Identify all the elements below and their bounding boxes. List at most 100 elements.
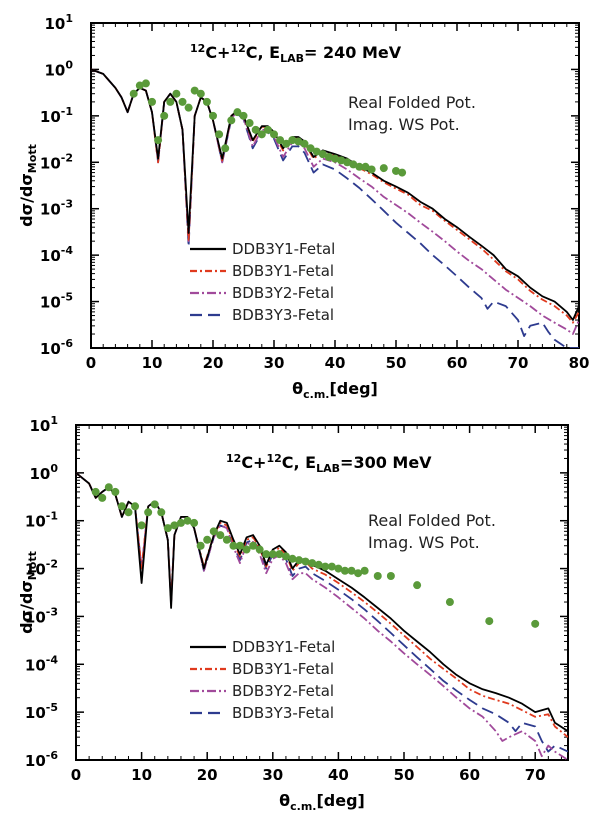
- y-tick-label: 100: [29, 462, 58, 483]
- series-line-ddb3y1-fetal: [91, 68, 579, 321]
- x-tick-label: 0: [71, 766, 81, 784]
- y-tick-base: 10: [25, 561, 46, 579]
- x-tick-label: 60: [459, 766, 480, 784]
- data-point: [340, 566, 349, 575]
- data-point: [249, 541, 258, 550]
- data-point: [255, 545, 264, 554]
- y-tick-exp: -4: [61, 244, 74, 257]
- potential-annotation: Imag. WS Pot.: [348, 115, 460, 134]
- data-point: [343, 158, 352, 167]
- y-tick-base: 10: [40, 294, 61, 312]
- data-point: [98, 493, 107, 502]
- y-tick-exp: -2: [46, 558, 58, 571]
- data-point: [170, 521, 179, 530]
- data-point: [104, 483, 113, 492]
- x-tick-label: 10: [142, 354, 163, 372]
- y-tick-base: 10: [29, 417, 50, 435]
- data-point: [172, 89, 181, 98]
- x-label-unit: [deg]: [329, 379, 377, 398]
- y-tick-exp: 1: [65, 12, 73, 25]
- y-tick-label: 10-6: [25, 749, 58, 770]
- y-label-sub: Mott: [26, 551, 39, 580]
- data-point: [257, 130, 266, 139]
- y-tick-label: 10-1: [25, 510, 58, 531]
- data-point: [373, 571, 382, 580]
- y-tick-label: 10-5: [25, 701, 58, 722]
- x-label-sub: c.m.: [303, 388, 329, 401]
- title-subscript: LAB: [316, 462, 340, 475]
- data-point: [327, 562, 336, 571]
- title-mass-number: 12: [190, 42, 205, 55]
- data-point: [184, 103, 193, 112]
- data-point: [154, 136, 163, 145]
- y-tick-label: 101: [29, 414, 58, 435]
- x-tick-label: 50: [386, 354, 407, 372]
- series-line-bdb3y2-fetal: [76, 472, 568, 760]
- data-point: [349, 160, 358, 169]
- data-point: [324, 152, 333, 161]
- y-tick-base: 10: [29, 465, 50, 483]
- data-point: [354, 569, 363, 578]
- data-point: [288, 136, 297, 145]
- x-tick-label: 20: [203, 354, 224, 372]
- data-point: [379, 164, 388, 173]
- y-tick-exp: 0: [65, 58, 73, 71]
- y-tick-base: 10: [44, 15, 65, 33]
- data-point: [306, 144, 315, 153]
- y-tick-base: 10: [40, 154, 61, 172]
- data-point: [233, 108, 242, 117]
- data-point: [178, 97, 187, 106]
- y-tick-exp: -1: [61, 105, 73, 118]
- y-tick-base: 10: [40, 108, 61, 126]
- data-point: [129, 89, 138, 98]
- y-tick-base: 10: [25, 704, 46, 722]
- plot-frame: [75, 424, 569, 761]
- data-point: [531, 619, 540, 628]
- data-point: [137, 521, 146, 530]
- legend-label: BDB3Y2-Fetal: [232, 682, 334, 700]
- data-point: [334, 564, 343, 573]
- data-point: [135, 81, 144, 90]
- potential-annotation: Imag. WS Pot.: [368, 533, 480, 552]
- y-tick-label: 10-3: [25, 605, 58, 626]
- legend-label: BDB3Y3-Fetal: [232, 306, 334, 324]
- data-point: [318, 150, 327, 159]
- y-tick-base: 10: [44, 61, 65, 79]
- y-tick-base: 10: [40, 340, 61, 358]
- data-point: [242, 545, 251, 554]
- x-tick-label: 30: [262, 766, 283, 784]
- data-point: [245, 119, 254, 128]
- x-tick-label: 10: [131, 766, 152, 784]
- y-tick-base: 10: [40, 201, 61, 219]
- legend-label: DDB3Y1-Fetal: [232, 240, 335, 258]
- y-tick-exp: 0: [50, 462, 58, 475]
- data-point: [190, 518, 199, 527]
- title-subscript: LAB: [280, 52, 304, 65]
- legend-label: BDB3Y1-Fetal: [232, 262, 334, 280]
- legend-label: BDB3Y2-Fetal: [232, 284, 334, 302]
- data-point: [485, 617, 494, 626]
- title-energy: = 240 MeV: [304, 43, 402, 62]
- x-tick-label: 40: [328, 766, 349, 784]
- title-part: C+: [241, 453, 266, 472]
- data-point: [445, 598, 454, 607]
- data-point: [163, 524, 172, 533]
- data-point: [262, 550, 271, 559]
- x-axis-label: θc.m.[deg]: [279, 791, 365, 813]
- data-point: [148, 97, 156, 106]
- chart-title: 12C+12C, ELAB=300 MeV: [226, 452, 432, 475]
- title-energy: =300 MeV: [340, 453, 432, 472]
- data-point: [91, 487, 100, 496]
- data-point: [222, 535, 231, 544]
- x-tick-label: 60: [447, 354, 468, 372]
- y-tick-base: 10: [25, 752, 46, 770]
- data-point: [236, 541, 244, 550]
- y-tick-exp: -1: [46, 510, 58, 523]
- potential-annotation: Real Folded Pot.: [368, 511, 496, 530]
- data-point: [183, 516, 192, 525]
- y-tick-label: 10-1: [40, 105, 73, 126]
- y-tick-exp: -2: [61, 151, 73, 164]
- data-point: [157, 508, 166, 517]
- data-point: [160, 111, 169, 120]
- y-tick-exp: 1: [50, 414, 58, 427]
